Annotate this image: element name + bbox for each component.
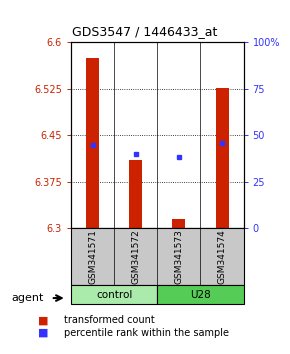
Bar [86,58,99,228]
Text: percentile rank within the sample: percentile rank within the sample [64,328,229,338]
FancyBboxPatch shape [71,285,157,304]
Text: ■: ■ [38,328,48,338]
Text: U28: U28 [190,290,211,300]
Text: agent: agent [12,293,44,303]
Text: control: control [96,290,132,300]
FancyBboxPatch shape [71,228,244,285]
Bar [173,219,185,228]
Text: GDS3547 / 1446433_at: GDS3547 / 1446433_at [72,25,218,38]
Text: GSM341572: GSM341572 [131,229,140,284]
Text: ■: ■ [38,315,48,325]
Text: GSM341571: GSM341571 [88,229,97,284]
Text: GSM341574: GSM341574 [218,229,226,284]
Text: transformed count: transformed count [64,315,155,325]
FancyBboxPatch shape [157,285,244,304]
Bar [215,88,229,228]
Text: GSM341573: GSM341573 [174,229,183,284]
Bar [129,160,142,228]
